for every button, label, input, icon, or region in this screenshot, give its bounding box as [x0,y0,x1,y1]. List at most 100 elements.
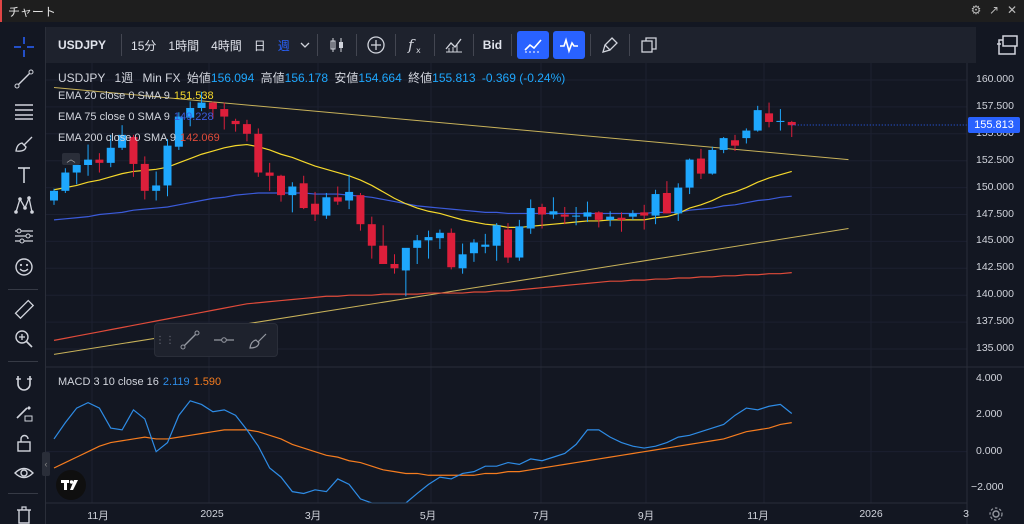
lock-tool[interactable] [8,429,40,457]
emoji-tool[interactable] [8,253,40,281]
toolbar-collapse-toggle[interactable]: ‹ [42,452,50,476]
interval-dropdown-button[interactable] [296,27,314,63]
settings-icon[interactable]: ⚙ [970,3,982,17]
text-tool[interactable] [8,161,40,189]
legend-symbol[interactable]: USDJPY [58,71,106,85]
toolbar-divider [433,34,435,56]
zoom-tool[interactable] [8,325,40,353]
price-tick: 152.500 [976,153,1014,166]
text-icon [18,167,30,183]
interval-1h-button[interactable]: 1時間 [168,38,200,53]
measure-tool[interactable] [8,295,40,323]
trend-mode-button[interactable] [517,31,550,59]
ema200-legend[interactable]: EMA 200 close 0 SMA 9 142.069 [58,132,220,144]
high-value: 156.178 [284,71,329,85]
pattern-icon [14,195,34,214]
candle-body [390,263,399,269]
candle-body [277,175,285,196]
interval-week-button[interactable]: 週 [277,38,290,53]
ema20-label: EMA 20 close 0 SMA 9 [58,90,170,102]
candle-body [106,147,115,163]
pen-icon [249,333,267,349]
price-source-button[interactable]: Bid [482,38,503,52]
remove-drawings-tool[interactable] [8,501,40,524]
last-price-tag: 155.813 [968,117,1020,133]
chart-settings-icon[interactable] [988,506,1004,522]
pulse-mode-button[interactable] [553,31,586,59]
candle-body [435,232,444,239]
candle-body [719,138,728,150]
pulse-icon [560,37,579,54]
drag-handle-icon[interactable]: ⋮⋮ [155,334,175,346]
keep-drawing-tool[interactable] [8,399,40,427]
crosshair-tool[interactable] [8,33,40,61]
floating-horizontal-ray-button[interactable] [207,325,241,355]
close-icon[interactable]: ✕ [1006,3,1018,17]
brush-tool[interactable] [8,129,40,157]
magnet-tool[interactable] [8,369,40,397]
candles-icon [330,38,343,52]
ema20-legend[interactable]: EMA 20 close 0 SMA 9 151.538 [58,90,214,102]
candle-body [526,208,535,229]
price-tick: 145.000 [976,234,1014,247]
candle-body [129,137,138,164]
chart-type-button[interactable] [321,27,353,63]
pattern-tool[interactable] [8,191,40,219]
chart-canvas[interactable] [46,63,1024,524]
interval-day-button[interactable]: 日 [253,38,266,53]
layout-button[interactable] [990,27,1024,63]
candle-body [515,226,524,258]
candle-body [72,165,81,173]
window-titlebar: チャート ⚙ ↗ ✕ [0,0,1024,22]
candle-body [208,102,217,110]
smiley-icon [15,258,33,276]
toolbar-divider [8,493,38,494]
candle-body [572,215,581,217]
candle-body [549,211,558,215]
candle-body [765,113,774,122]
compare-button[interactable] [360,27,392,63]
trendline-tool[interactable] [8,65,40,93]
window-title: チャート [8,4,56,19]
visibility-tool[interactable] [8,459,40,487]
candle-body [197,102,206,108]
ema75-legend[interactable]: EMA 75 close 0 SMA 9 149.228 [58,111,214,123]
fib-tool[interactable] [8,97,40,125]
floating-trendline-button[interactable] [173,325,207,355]
interval-4h-button[interactable]: 4時間 [211,38,242,53]
interval-15m-button[interactable]: 15分 [131,38,157,53]
candle-body [447,232,456,268]
candle-body [118,134,127,148]
candle-body [560,214,569,217]
candle-body [696,158,705,174]
snapshot-button[interactable] [633,27,665,63]
candle-body [742,130,751,139]
templates-button[interactable] [438,27,470,63]
clear-drawings-button[interactable] [594,27,626,63]
time-tick: 11月 [747,510,769,522]
macd-line [53,400,793,504]
candle-body [220,109,229,117]
layout-icon [997,35,1018,55]
candle-body [356,195,365,225]
indicator-templates-icon [445,38,462,53]
prediction-tool[interactable] [8,222,40,250]
main-legend: USDJPY 1週 Min FX 始値156.094 高値156.178 安値1… [58,69,565,86]
popout-icon[interactable]: ↗ [988,3,1000,17]
symbol-search-button[interactable]: USDJPY [58,38,107,52]
candle-body [61,172,70,191]
open-value: 156.094 [210,71,255,85]
toolbar-divider [316,34,318,56]
floating-brush-button[interactable] [241,325,275,355]
ema200-label: EMA 200 close 0 SMA 9 [58,132,177,144]
close-value: 155.813 [432,71,476,85]
toolbar-divider [355,34,357,56]
macd-pane [46,400,967,504]
macd-legend[interactable]: MACD 3 10 close 16 2.119 1.590 [58,376,221,388]
candle-body [140,163,149,191]
legend-collapse-toggle[interactable]: ︿ [62,153,80,165]
tradingview-logo[interactable] [56,470,86,500]
candle-body [367,224,376,246]
